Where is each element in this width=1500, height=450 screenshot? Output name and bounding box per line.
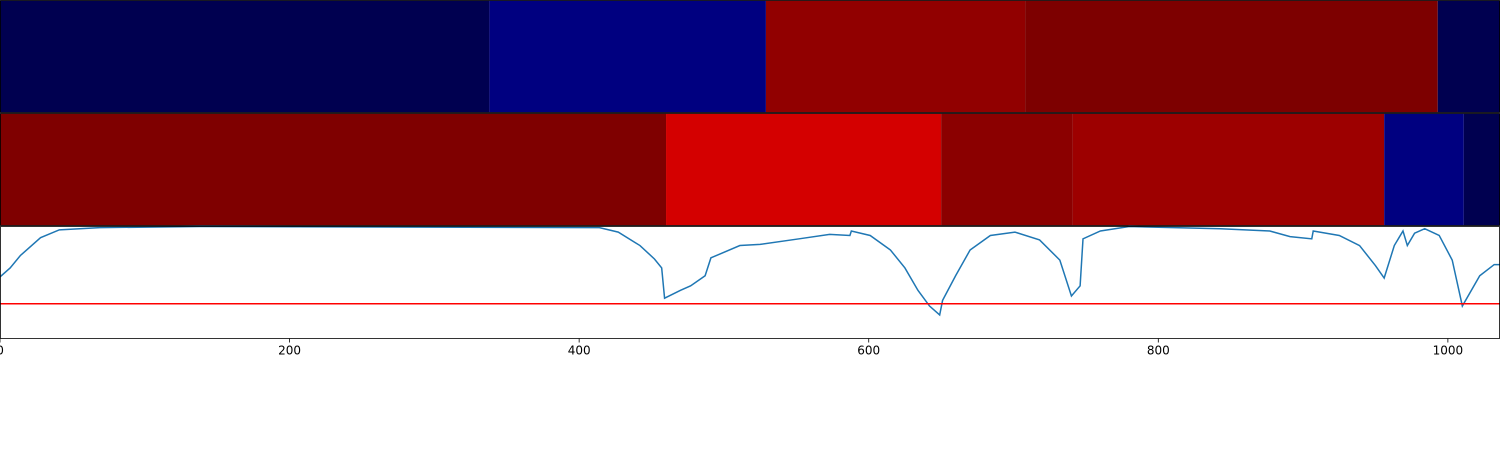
band-segment bbox=[1025, 0, 1438, 113]
x-tick-label: 400 bbox=[568, 343, 591, 357]
band-segment bbox=[0, 113, 667, 226]
band-segment bbox=[1437, 0, 1500, 113]
band-segment bbox=[1463, 113, 1500, 226]
axes-frame bbox=[0, 226, 1500, 339]
band-segment bbox=[489, 0, 766, 113]
band-segment bbox=[1072, 113, 1385, 226]
band-segment bbox=[765, 0, 1026, 113]
data-line bbox=[0, 225, 1500, 317]
x-tick-label: 600 bbox=[857, 343, 880, 357]
band-segment bbox=[1384, 113, 1464, 226]
x-tick-label: 800 bbox=[1147, 343, 1170, 357]
band-segment bbox=[666, 113, 942, 226]
band-segment bbox=[0, 0, 490, 113]
band-segment bbox=[941, 113, 1073, 226]
x-tick-label: 0 bbox=[0, 343, 4, 357]
x-tick-label: 1000 bbox=[1433, 343, 1464, 357]
x-tick-label: 200 bbox=[278, 343, 301, 357]
